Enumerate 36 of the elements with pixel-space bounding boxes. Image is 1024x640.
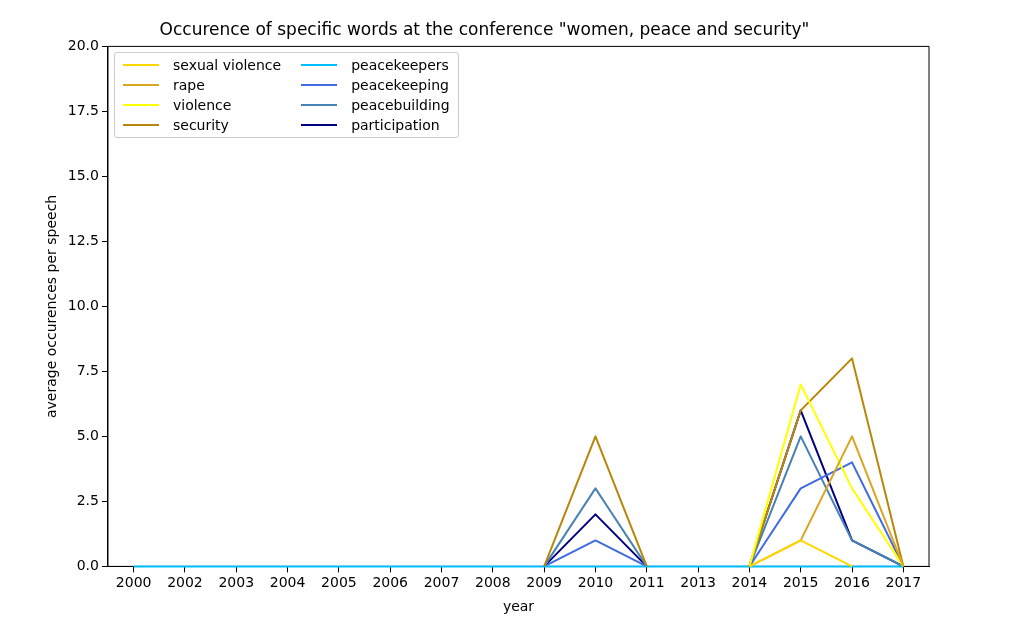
x-axis-title: year: [502, 598, 535, 615]
legend-label: rape: [172, 77, 205, 94]
legend-label: peacekeeping: [351, 77, 449, 94]
x-tick-label: 2017: [885, 574, 922, 591]
x-tick-label: 2016: [834, 574, 870, 591]
x-tick-label: 2006: [372, 574, 409, 591]
legend-label: sexual violence: [172, 57, 282, 74]
x-tick-label: 2011: [628, 574, 665, 591]
chart-title: Occurence of specific words at the conference "women, peace and security": [159, 18, 810, 39]
legend-label: security: [172, 117, 229, 134]
x-tick-label: 2015: [782, 574, 819, 591]
x-tick-label: 2004: [269, 574, 306, 591]
legend-label: peacekeepers: [351, 57, 449, 74]
y-tick-label: 17.5: [67, 102, 99, 119]
y-tick-label: 0.0: [76, 557, 99, 574]
legend-label: peacebuilding: [351, 97, 450, 114]
x-tick-label: 2000: [115, 574, 152, 591]
y-tick-label: 12.5: [67, 232, 99, 249]
y-tick-label: 5.0: [76, 427, 99, 444]
legend-label: participation: [351, 117, 440, 134]
x-tick-label: 2013: [680, 574, 716, 591]
x-tick-label: 2002: [167, 574, 203, 591]
y-tick-label: 10.0: [67, 297, 99, 314]
x-tick-label: 2005: [321, 574, 357, 591]
x-tick-label: 2007: [423, 574, 460, 591]
x-tick-label: 2008: [475, 574, 511, 591]
x-tick-label: 2014: [731, 574, 768, 591]
y-tick-label: 7.5: [76, 362, 99, 379]
x-tick-label: 2003: [218, 574, 255, 591]
legend-label: violence: [172, 97, 232, 114]
x-tick-label: 2010: [577, 574, 614, 591]
y-tick-label: 20.0: [67, 37, 99, 54]
x-tick-label: 2009: [526, 574, 562, 591]
y-tick-label: 2.5: [76, 492, 99, 509]
y-tick-label: 15.0: [67, 167, 99, 184]
y-axis-title: average occurences per speech: [43, 194, 60, 419]
